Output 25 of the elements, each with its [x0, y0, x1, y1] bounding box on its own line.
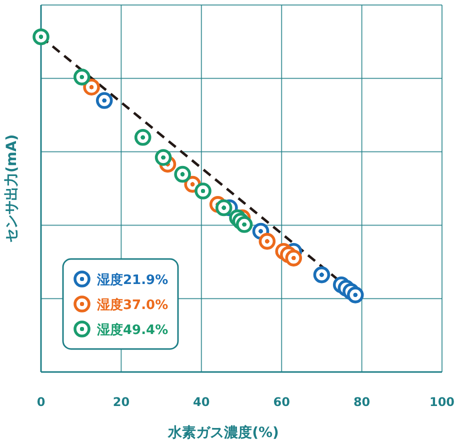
point — [74, 68, 90, 86]
point — [236, 216, 253, 233]
point — [96, 92, 113, 109]
point — [258, 232, 276, 250]
x-tick-label: 0 — [36, 395, 46, 409]
x-tick-label: 100 — [429, 395, 455, 409]
x-tick-label: 20 — [112, 395, 130, 409]
point — [313, 266, 330, 284]
point — [134, 128, 152, 146]
point — [174, 166, 191, 183]
point — [346, 286, 364, 304]
y-axis-title: センサ出力(mA) — [4, 134, 20, 243]
point — [154, 149, 172, 166]
legend-label: 湿度37.0% — [96, 297, 168, 313]
point — [32, 28, 50, 46]
point — [194, 182, 212, 200]
x-tick-label: 80 — [353, 395, 370, 409]
point — [215, 199, 232, 216]
x-axis-title: 水素ガス濃度(%) — [167, 424, 279, 441]
legend-label: 湿度21.9% — [96, 272, 168, 288]
legend-label: 湿度49.4% — [96, 322, 168, 338]
point — [83, 78, 100, 96]
point — [285, 250, 302, 266]
x-tick-label: 40 — [193, 395, 210, 409]
x-tick-label: 60 — [273, 395, 290, 409]
